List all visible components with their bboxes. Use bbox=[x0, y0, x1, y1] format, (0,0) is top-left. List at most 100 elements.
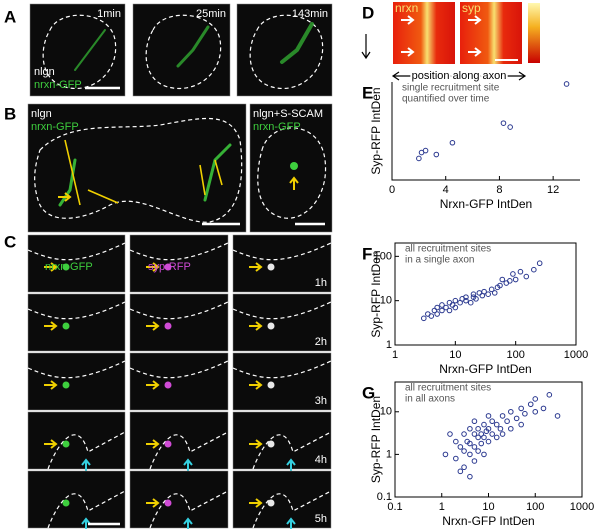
channel-label: nlgn+S-SCAM bbox=[253, 108, 323, 120]
point bbox=[467, 440, 473, 447]
panel-letter: G bbox=[362, 383, 375, 402]
micrograph bbox=[129, 411, 229, 470]
point bbox=[485, 438, 492, 445]
point bbox=[481, 421, 487, 428]
point bbox=[476, 290, 483, 296]
y-axis-label: Syp-RFP IntDen bbox=[369, 250, 383, 337]
y-tick-label: 10 bbox=[380, 406, 392, 418]
x-tick-label: 100 bbox=[526, 501, 544, 513]
point bbox=[475, 434, 481, 441]
point bbox=[489, 418, 496, 425]
kymograph bbox=[393, 2, 455, 64]
arrow bbox=[289, 176, 299, 190]
point bbox=[475, 425, 481, 432]
fluorescence bbox=[176, 25, 210, 68]
cell-outline bbox=[232, 360, 332, 379]
point bbox=[471, 458, 478, 464]
point bbox=[439, 302, 445, 308]
point bbox=[500, 120, 507, 126]
point bbox=[434, 311, 440, 317]
arrow bbox=[249, 439, 263, 449]
panel-letter: D bbox=[362, 3, 374, 22]
fluorescence bbox=[58, 158, 77, 207]
channel-label: nrxn-GFP bbox=[45, 261, 93, 273]
fluorescence bbox=[280, 22, 314, 64]
cell-outline bbox=[47, 431, 126, 470]
point bbox=[508, 408, 514, 415]
point bbox=[507, 124, 513, 130]
cell-outline bbox=[145, 14, 222, 90]
point bbox=[475, 448, 481, 454]
arrow bbox=[81, 517, 91, 529]
point bbox=[554, 413, 561, 419]
point bbox=[493, 434, 500, 441]
annotation: in all axons bbox=[405, 394, 455, 405]
point bbox=[420, 315, 427, 322]
point bbox=[481, 434, 487, 441]
point bbox=[446, 307, 453, 314]
y-axis-label: Syp-RFP IntDen bbox=[369, 87, 383, 174]
arrow bbox=[146, 498, 160, 508]
micrograph bbox=[27, 103, 247, 233]
point bbox=[442, 451, 449, 458]
cell-outline bbox=[257, 127, 327, 219]
point bbox=[443, 304, 449, 311]
arrow bbox=[401, 47, 415, 57]
point bbox=[510, 271, 516, 277]
channel-label: nlgn bbox=[34, 66, 55, 78]
kymograph bbox=[460, 2, 522, 64]
arrow bbox=[249, 498, 263, 508]
x-axis-label: Nrxn-GFP IntDen bbox=[439, 362, 531, 376]
axis-label: position along axon bbox=[412, 70, 507, 82]
puncta bbox=[62, 440, 70, 448]
y-tick-label: 0.1 bbox=[377, 491, 392, 503]
point bbox=[491, 290, 498, 296]
micrograph bbox=[129, 234, 229, 293]
plot-frame bbox=[394, 242, 577, 346]
puncta bbox=[164, 322, 172, 330]
cell-outline bbox=[129, 242, 229, 261]
axis-label: time bbox=[356, 20, 377, 32]
micrograph bbox=[29, 3, 126, 97]
micrograph bbox=[132, 3, 231, 97]
puncta bbox=[267, 263, 275, 271]
point bbox=[471, 444, 478, 450]
x-tick-label: 10 bbox=[482, 501, 494, 513]
arrow bbox=[146, 262, 160, 272]
point bbox=[449, 139, 456, 146]
point bbox=[508, 425, 514, 432]
point bbox=[453, 455, 459, 462]
point bbox=[470, 291, 477, 297]
point bbox=[513, 415, 520, 422]
point bbox=[507, 278, 513, 284]
cell-outline bbox=[129, 360, 229, 379]
point bbox=[467, 425, 473, 432]
tick-label: 0' bbox=[382, 2, 390, 14]
micrograph bbox=[129, 293, 229, 352]
point bbox=[433, 151, 440, 158]
micrograph bbox=[232, 293, 332, 352]
arrow bbox=[286, 517, 296, 529]
arrow bbox=[183, 517, 193, 529]
cell-outline bbox=[149, 431, 229, 470]
point bbox=[481, 288, 487, 295]
arrow bbox=[58, 192, 72, 202]
x-tick-label: 1 bbox=[392, 349, 398, 361]
arrow bbox=[146, 439, 160, 449]
puncta bbox=[164, 440, 172, 448]
point bbox=[467, 451, 473, 458]
cell-outline bbox=[149, 490, 229, 529]
time-label: 2h bbox=[315, 336, 327, 348]
arrow bbox=[249, 321, 263, 331]
point bbox=[478, 440, 485, 447]
micrograph bbox=[27, 352, 126, 411]
point bbox=[457, 468, 464, 475]
time-label: 25min bbox=[196, 8, 226, 20]
point bbox=[478, 431, 485, 437]
y-tick-label: 100 bbox=[374, 250, 392, 262]
kymograph-label: nrxn bbox=[395, 1, 418, 15]
point bbox=[428, 313, 435, 319]
point bbox=[499, 413, 506, 419]
point bbox=[497, 282, 503, 289]
